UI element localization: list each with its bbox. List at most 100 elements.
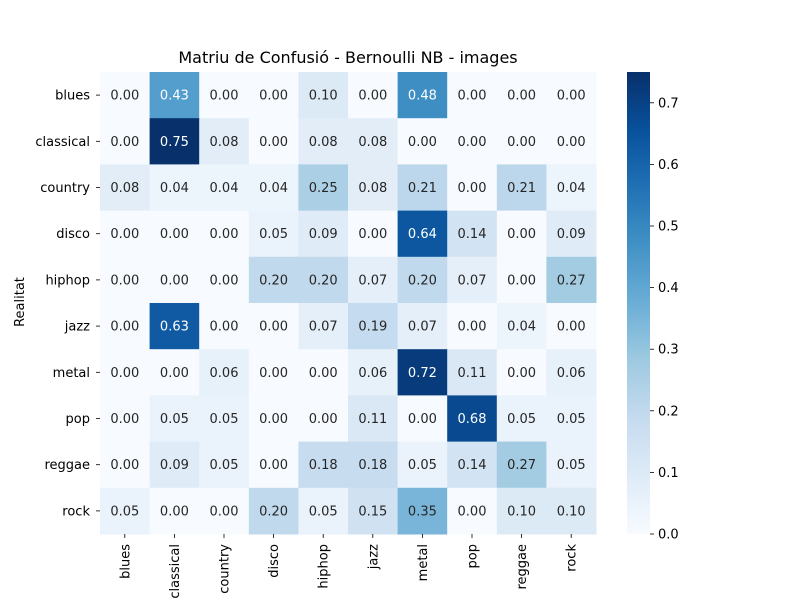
- heatmap-cell: [447, 118, 498, 165]
- heatmap-cell: [100, 487, 151, 535]
- cell-value-label: 0.00: [408, 135, 437, 150]
- heatmap-cell: [149, 487, 200, 535]
- cell-value-label: 0.00: [110, 135, 139, 150]
- cell-value-label: 0.04: [557, 181, 586, 196]
- heatmap-cell: [199, 256, 250, 304]
- heatmap-cell: [546, 256, 597, 304]
- cell-value-label: 0.00: [210, 273, 239, 288]
- column-tick-labels: blues classical country disco hiphop jazz meta…: [118, 534, 580, 599]
- cell-value-label: 0.09: [557, 227, 586, 242]
- cell-value-label: 0.43: [160, 89, 189, 104]
- cell-value-label: 0.00: [259, 412, 288, 427]
- heatmap-cell: [546, 487, 597, 535]
- row-tick-label: disco: [56, 227, 90, 242]
- cell-value-label: 0.07: [408, 320, 437, 335]
- heatmap-cell: [199, 303, 250, 350]
- heatmap-cell: [100, 256, 151, 304]
- cell-value-label: 0.00: [110, 227, 139, 242]
- column-tick-label: jazz: [366, 544, 381, 570]
- cell-value-label: 0.00: [358, 89, 387, 104]
- heatmap-cell: [248, 256, 299, 304]
- column-tick-label: reggae: [515, 544, 530, 590]
- heatmap-cell: [298, 441, 349, 489]
- heatmap-cell: [248, 349, 299, 396]
- cell-value-label: 0.05: [309, 504, 338, 519]
- cell-value-label: 0.14: [458, 227, 487, 242]
- heatmap-cell: [149, 349, 200, 396]
- heatmap-cell: [546, 210, 597, 258]
- heatmap-cell: [149, 441, 200, 489]
- cell-value-label: 0.00: [259, 366, 288, 381]
- heatmap-cell: [496, 349, 547, 396]
- heatmap-cell: [100, 72, 151, 119]
- cell-value-label: 0.00: [458, 320, 487, 335]
- heatmap-cell: [496, 118, 547, 165]
- cell-value-label: 0.20: [309, 273, 338, 288]
- heatmap-cell: [496, 487, 547, 535]
- row-tick-label: hiphop: [45, 273, 90, 288]
- cell-value-label: 0.08: [358, 135, 387, 150]
- column-tick-label: classical: [168, 544, 183, 599]
- heatmap-cell: [496, 210, 547, 258]
- cell-value-label: 0.04: [507, 320, 536, 335]
- heatmap-cell: [447, 303, 498, 350]
- cell-value-label: 0.07: [358, 273, 387, 288]
- row-tick-label: metal: [53, 366, 90, 381]
- cell-value-label: 0.05: [110, 504, 139, 519]
- heatmap-cell: [546, 118, 597, 165]
- cell-value-label: 0.00: [507, 89, 536, 104]
- cell-value-label: 0.07: [309, 320, 338, 335]
- column-tick-label: metal: [416, 544, 431, 581]
- cell-value-label: 0.00: [458, 504, 487, 519]
- heatmap-cell: [100, 349, 151, 396]
- heatmap-cell: [248, 441, 299, 489]
- heatmap-cell: [248, 210, 299, 258]
- cell-value-label: 0.20: [408, 273, 437, 288]
- heatmap-cell: [397, 210, 448, 258]
- cell-value-label: 0.11: [358, 412, 387, 427]
- heatmap-cell: [298, 256, 349, 304]
- heatmap-cell: [447, 210, 498, 258]
- heatmap-cell: [496, 303, 547, 350]
- cell-value-label: 0.63: [160, 320, 189, 335]
- heatmap-cell: [546, 349, 597, 396]
- cell-value-label: 0.00: [110, 458, 139, 473]
- cell-value-label: 0.00: [259, 89, 288, 104]
- heatmap-cell: [149, 395, 200, 443]
- heatmap-cell: [149, 164, 200, 212]
- cell-value-label: 0.05: [160, 412, 189, 427]
- heatmap-cell: [397, 487, 448, 535]
- heatmap-cell: [447, 441, 498, 489]
- heatmap-cell: [348, 487, 399, 535]
- heatmap-annotations: 0.00 0.43 0.00 0.00 0.10 0.00 0.48 0.00 0.00 0.00…: [110, 89, 585, 520]
- heatmap-cell: [248, 303, 299, 350]
- cell-value-label: 0.00: [458, 135, 487, 150]
- cell-value-label: 0.21: [507, 181, 536, 196]
- cell-value-label: 0.20: [259, 273, 288, 288]
- heatmap-cell: [298, 303, 349, 350]
- heatmap-cell: [348, 118, 399, 165]
- heatmap-cell: [397, 118, 448, 165]
- heatmap-cell: [149, 72, 200, 119]
- heatmap-cell: [100, 164, 151, 212]
- heatmap-cell: [397, 164, 448, 212]
- heatmap-cell: [298, 395, 349, 443]
- heatmap-cell: [100, 118, 151, 165]
- heatmap-cell: [496, 395, 547, 443]
- heatmap-cell: [149, 210, 200, 258]
- colorbar-tick-label: 0.3: [658, 343, 679, 358]
- cell-value-label: 0.00: [160, 227, 189, 242]
- heatmap-cell: [496, 256, 547, 304]
- cell-value-label: 0.00: [458, 89, 487, 104]
- cell-value-label: 0.14: [458, 458, 487, 473]
- cell-value-label: 0.00: [507, 135, 536, 150]
- row-tick-label: pop: [66, 412, 90, 427]
- row-tick-label: jazz: [64, 320, 90, 335]
- row-tick-label: blues: [55, 89, 90, 104]
- cell-value-label: 0.00: [110, 412, 139, 427]
- cell-value-label: 0.18: [309, 458, 338, 473]
- heatmap-cell: [199, 72, 250, 119]
- cell-value-label: 0.09: [309, 227, 338, 242]
- cell-value-label: 0.00: [210, 227, 239, 242]
